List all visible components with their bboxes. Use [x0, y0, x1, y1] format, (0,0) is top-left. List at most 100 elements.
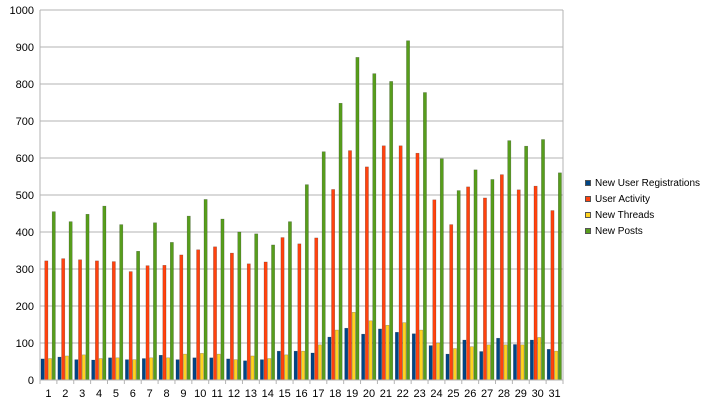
bar [483, 197, 487, 381]
bar [196, 249, 201, 381]
bar [74, 359, 79, 381]
bar [81, 354, 86, 381]
bar [179, 254, 184, 381]
x-tick-label: 1 [45, 388, 51, 400]
bar [119, 224, 124, 381]
x-tick-label: 3 [79, 388, 85, 400]
bar [466, 186, 470, 381]
bar [432, 199, 437, 381]
bar [348, 150, 352, 381]
bar [381, 145, 386, 381]
x-tick-label: 30 [532, 388, 544, 400]
bar [85, 213, 90, 381]
bar [128, 271, 133, 381]
legend-item: User Activity [585, 191, 715, 207]
bar [293, 350, 298, 381]
bar [334, 329, 339, 381]
bar [351, 312, 356, 381]
x-tick-label: 23 [413, 388, 425, 400]
bar [98, 358, 103, 381]
bar [378, 328, 382, 381]
x-tick-label: 4 [96, 388, 102, 400]
bar [456, 190, 461, 381]
bar [132, 359, 137, 381]
y-tick-label: 1000 [10, 5, 34, 17]
bar [314, 237, 319, 381]
x-tick-label: 21 [380, 388, 392, 400]
bar [192, 357, 197, 381]
bar [530, 339, 534, 381]
x-tick-label: 27 [481, 388, 493, 400]
bar [331, 189, 335, 381]
bar [78, 259, 82, 381]
bar [136, 250, 140, 381]
x-tick-label: 31 [548, 388, 560, 400]
x-tick-label: 9 [180, 388, 186, 400]
bar [486, 344, 491, 381]
x-tick-label: 29 [515, 388, 527, 400]
bar [44, 260, 49, 381]
x-tick-label: 26 [464, 388, 476, 400]
bar [355, 57, 360, 381]
bar [149, 357, 154, 381]
bar [524, 145, 529, 381]
x-tick-label: 22 [397, 388, 409, 400]
bar [304, 184, 309, 381]
bar [537, 337, 542, 381]
legend: New User Registrations User Activity New… [585, 175, 715, 239]
bar [516, 189, 521, 381]
x-tick-label: 5 [113, 388, 119, 400]
bar [372, 73, 377, 381]
bar [301, 350, 305, 381]
bar [233, 359, 238, 381]
bar [175, 359, 180, 381]
bar [479, 351, 484, 381]
legend-swatch [585, 196, 591, 202]
legend-swatch [585, 212, 591, 218]
bar [108, 357, 112, 381]
bar [550, 210, 555, 381]
x-tick-label: 12 [228, 388, 240, 400]
y-tick-label: 400 [16, 227, 34, 239]
bar [496, 337, 500, 381]
y-tick-label: 800 [16, 79, 34, 91]
bar [226, 358, 231, 381]
bar [125, 359, 129, 381]
bar [61, 258, 66, 381]
bar [411, 333, 416, 381]
x-tick-label: 20 [363, 388, 375, 400]
bar [439, 158, 444, 381]
bar [499, 174, 504, 381]
bar [213, 246, 217, 381]
bar [436, 342, 440, 381]
bar [428, 345, 433, 381]
x-tick-label: 14 [262, 388, 274, 400]
bar [453, 348, 457, 381]
bar [40, 358, 45, 381]
x-tick-label: 18 [329, 388, 341, 400]
bar [153, 222, 157, 381]
bar [57, 356, 62, 381]
bar [276, 350, 281, 381]
axes [39, 10, 564, 384]
bar [288, 221, 292, 381]
bar [449, 224, 454, 381]
bar [243, 360, 247, 381]
bar [297, 243, 302, 381]
bar [65, 355, 69, 381]
x-tick-label: 8 [163, 388, 169, 400]
legend-label: User Activity [595, 193, 651, 205]
bar [170, 242, 174, 381]
grid-lines [40, 9, 563, 381]
x-tick-label: 13 [245, 388, 257, 400]
bar [541, 139, 545, 381]
bar [368, 320, 373, 381]
bar [271, 244, 275, 381]
x-tick-label: 17 [312, 388, 324, 400]
bar [216, 353, 221, 381]
bar [237, 231, 242, 381]
bars [40, 40, 562, 381]
x-tick-label: 25 [447, 388, 459, 400]
bar [507, 140, 512, 381]
bar [284, 354, 289, 381]
